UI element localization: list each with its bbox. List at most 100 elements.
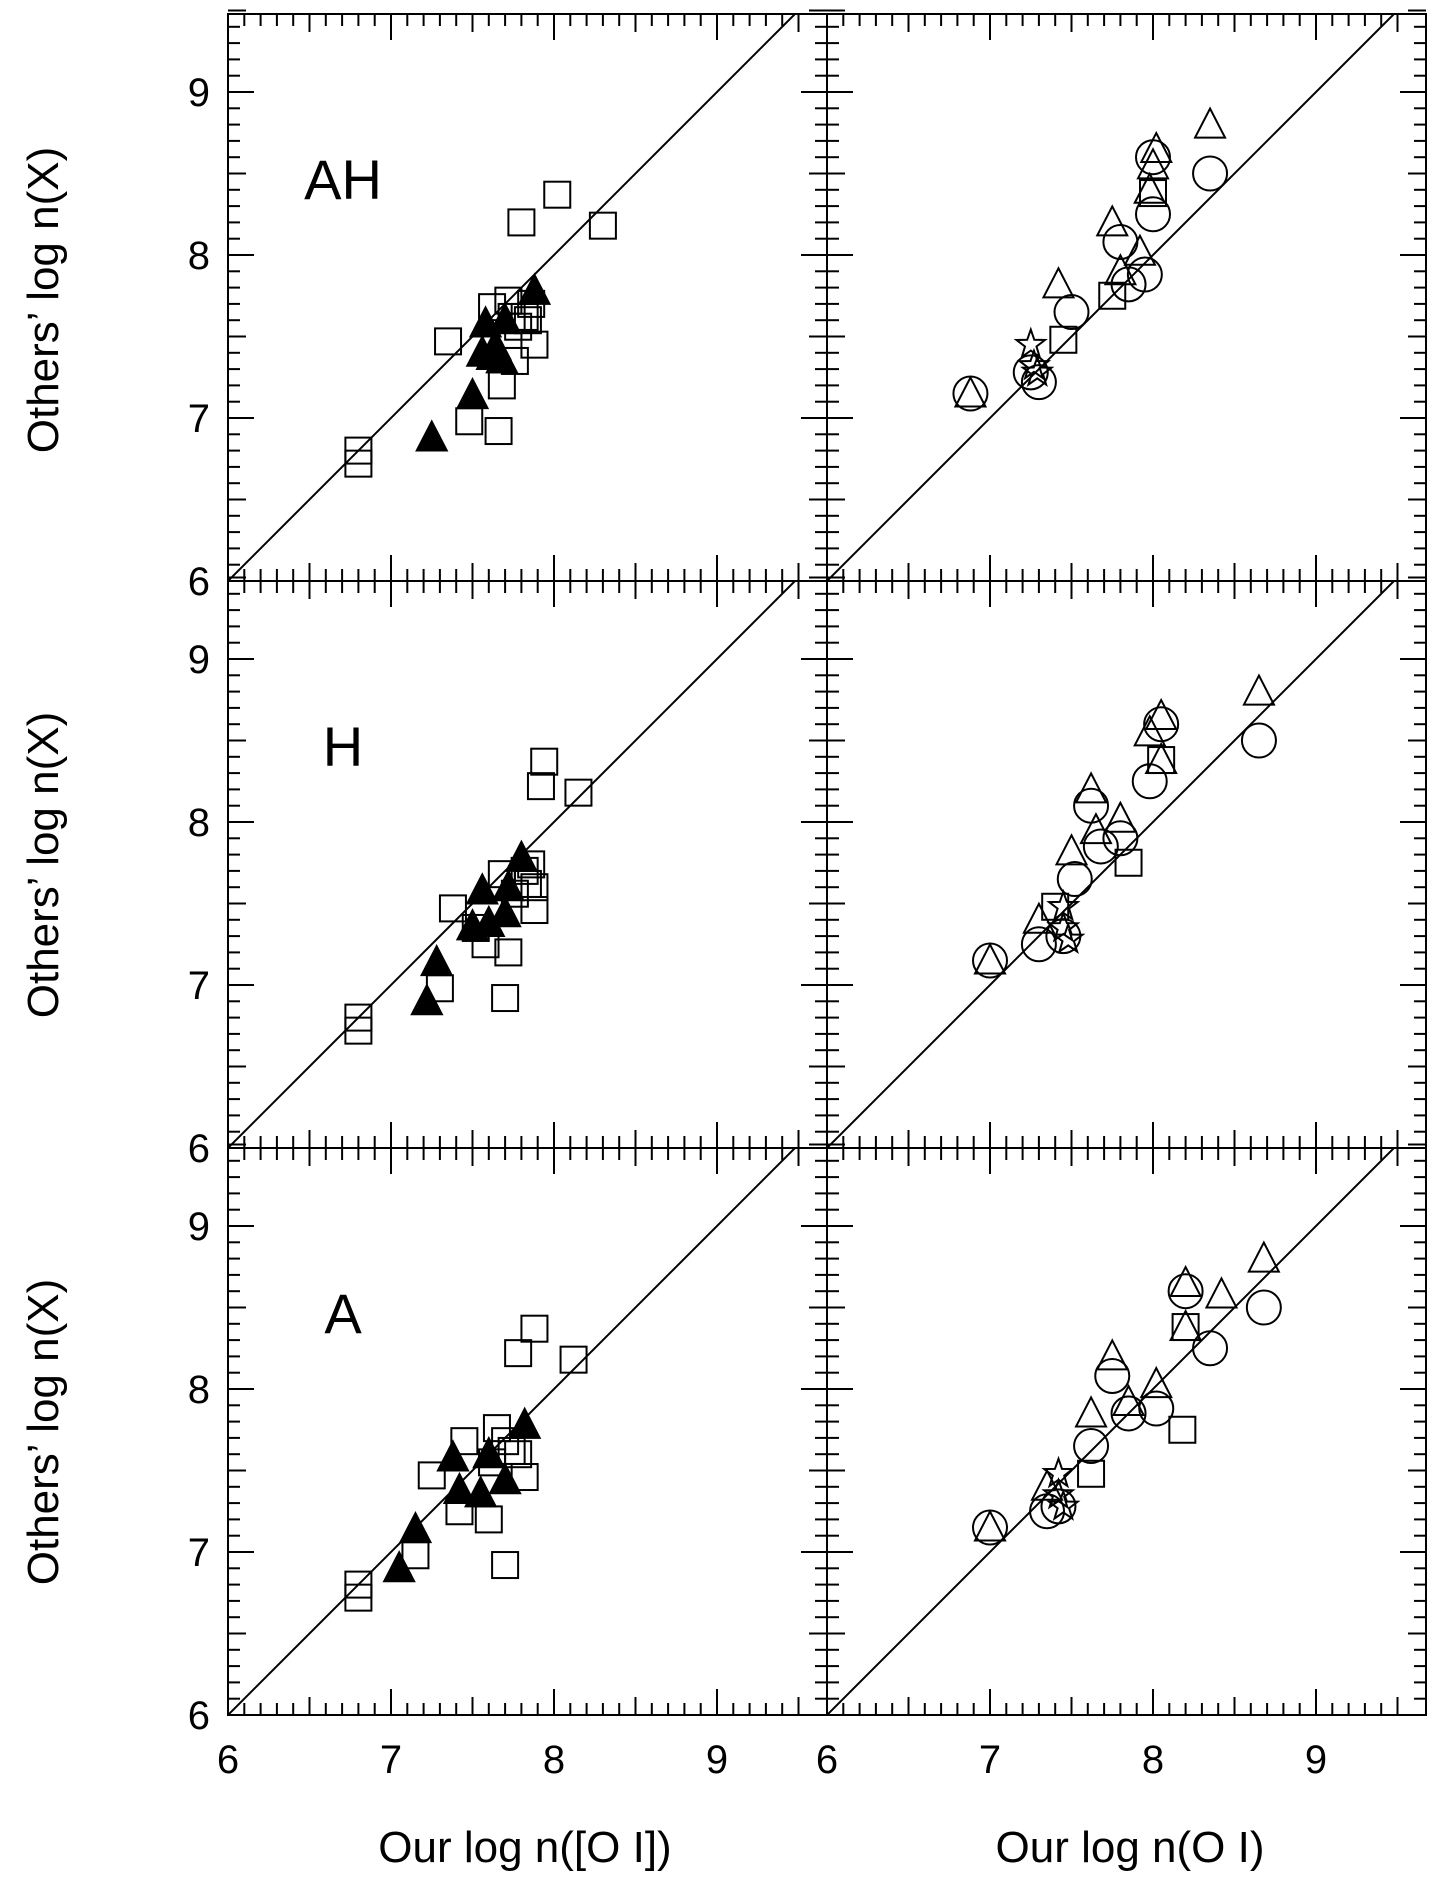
tick-marks xyxy=(826,576,1426,1149)
circle-marker xyxy=(1073,1428,1110,1465)
y-tick-label: 8 xyxy=(188,234,210,278)
y-tick-label: 6 xyxy=(188,560,210,604)
y-axis-title-middle: Others’ log n(X) xyxy=(19,712,68,1018)
panel-r0-c0: 6 7 8 9 AH xyxy=(188,9,828,604)
circle-marker xyxy=(1040,1488,1077,1525)
x-tick-label: 8 xyxy=(543,1738,565,1782)
identity-line xyxy=(228,14,797,581)
filled-triangle-marker xyxy=(464,1475,498,1508)
square-marker xyxy=(494,938,523,967)
filled-triangle-marker xyxy=(488,895,522,928)
star-marker xyxy=(1016,347,1052,381)
panel-label: A xyxy=(324,1282,362,1345)
panel-r1-c0: 6 7 8 9 H xyxy=(188,576,828,1171)
triangle-marker xyxy=(1133,714,1167,747)
x-tick-label: 7 xyxy=(380,1738,402,1782)
identity-line xyxy=(827,1148,1396,1715)
square-marker xyxy=(520,896,549,925)
circle-marker xyxy=(1135,196,1171,233)
triangle-marker xyxy=(1041,266,1076,299)
triangle-marker xyxy=(1139,130,1173,164)
y-tick-label: 7 xyxy=(188,964,210,1008)
y-axis-title-bottom: Others’ log n(X) xyxy=(19,1279,68,1585)
panel-r0-c1 xyxy=(826,9,1427,582)
square-marker xyxy=(1041,892,1070,921)
triangle-marker xyxy=(1030,1468,1064,1501)
y-axis-title-top: Others’ log n(X) xyxy=(19,147,68,453)
square-marker xyxy=(507,208,536,237)
triangle-marker xyxy=(1144,697,1178,731)
labels-layer: Our log n([O I]) Our log n(O I) Others’ … xyxy=(19,147,1264,1872)
y-tick-label: 9 xyxy=(188,71,210,115)
panel-r2-c0: 6 7 8 9 6 7 8 9 A xyxy=(188,1143,828,1782)
filled-triangle-marker xyxy=(488,1462,522,1495)
square-marker xyxy=(1098,281,1127,310)
triangle-marker xyxy=(1103,800,1138,833)
circle-marker xyxy=(1143,706,1180,743)
y-tick-label: 6 xyxy=(188,1127,210,1171)
square-marker xyxy=(530,747,559,776)
square-marker xyxy=(520,330,549,359)
square-marker xyxy=(1049,325,1078,354)
triangle-marker xyxy=(1054,833,1089,866)
star-marker xyxy=(1046,1488,1081,1521)
panel-label: AH xyxy=(304,148,382,211)
panel-frame xyxy=(826,1147,1427,1716)
triangle-marker xyxy=(1242,673,1276,706)
square-marker xyxy=(417,1461,446,1490)
triangle-marker xyxy=(1103,253,1138,286)
square-marker xyxy=(1114,848,1143,877)
triangle-marker xyxy=(1136,147,1170,180)
circle-marker xyxy=(1240,722,1277,759)
square-marker xyxy=(520,1314,549,1343)
triangle-marker xyxy=(1095,204,1129,237)
star-marker xyxy=(1051,921,1086,954)
x-axis-title-right: Our log n(O I) xyxy=(996,1823,1265,1872)
y-tick-label: 6 xyxy=(188,1694,210,1738)
filled-triangle-marker xyxy=(382,1550,416,1583)
filled-triangle-marker xyxy=(491,869,526,902)
y-tick-label: 8 xyxy=(188,1368,210,1412)
triangle-marker xyxy=(1204,1276,1239,1309)
y-tick-label: 8 xyxy=(188,801,210,845)
circle-marker xyxy=(1094,1357,1131,1394)
circle-marker xyxy=(1082,828,1119,865)
filled-triangle-marker xyxy=(436,1439,470,1472)
square-marker xyxy=(491,1551,520,1580)
triangle-marker xyxy=(953,375,988,408)
filled-triangle-marker xyxy=(410,983,444,1016)
circle-marker xyxy=(1012,354,1049,391)
circle-marker xyxy=(1126,256,1163,293)
circle-marker xyxy=(1110,1395,1147,1432)
circle-marker xyxy=(1245,1289,1282,1326)
filled-triangle-marker xyxy=(455,377,490,410)
x-tick-label: 8 xyxy=(1142,1738,1164,1782)
filled-triangle-marker xyxy=(508,1406,542,1439)
square-marker xyxy=(438,894,467,923)
square-marker xyxy=(344,1583,373,1612)
square-marker xyxy=(1139,179,1167,208)
triangle-marker xyxy=(973,942,1007,975)
square-marker xyxy=(344,449,373,478)
square-marker xyxy=(450,1427,479,1456)
triangle-marker xyxy=(1133,171,1167,204)
y-tick-label: 9 xyxy=(188,1205,210,1249)
circle-marker xyxy=(1056,861,1093,898)
tick-marks xyxy=(227,1143,827,1716)
square-marker xyxy=(564,778,593,807)
circle-marker xyxy=(1167,1273,1204,1310)
square-marker xyxy=(484,417,513,446)
identity-line xyxy=(827,14,1396,581)
square-marker xyxy=(504,1339,533,1368)
x-tick-label: 7 xyxy=(979,1738,1001,1782)
square-marker xyxy=(520,873,549,902)
triangle-marker xyxy=(1111,1383,1146,1417)
filled-triangle-marker xyxy=(504,839,539,872)
filled-triangle-marker xyxy=(442,1471,477,1505)
triangle-marker xyxy=(1074,1395,1108,1428)
triangle-marker xyxy=(1193,106,1227,139)
square-marker xyxy=(588,211,617,240)
star-marker xyxy=(1020,354,1055,387)
